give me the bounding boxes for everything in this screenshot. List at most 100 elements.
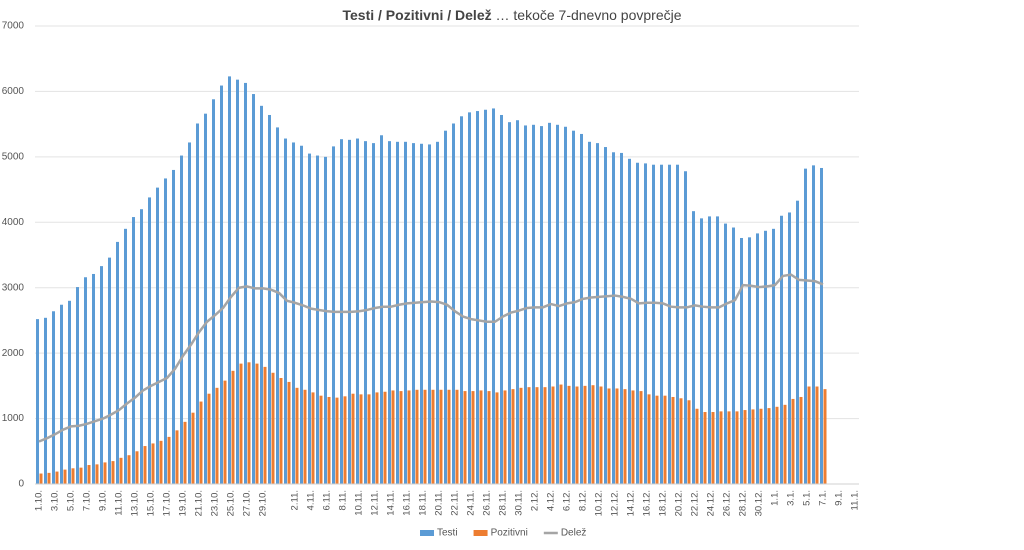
title-main: Testi / Pozitivni / Delež xyxy=(343,7,492,23)
bar xyxy=(671,396,675,484)
bar xyxy=(207,393,211,484)
bar xyxy=(180,155,183,484)
x-tick-label: 18.11. xyxy=(418,490,429,516)
bar xyxy=(36,319,39,484)
bar xyxy=(164,178,167,484)
bar xyxy=(759,408,763,484)
bar xyxy=(660,164,663,485)
x-tick-label: 24.11. xyxy=(466,490,477,516)
bar xyxy=(812,165,815,484)
bar xyxy=(652,164,655,485)
bar xyxy=(799,396,803,484)
bar xyxy=(780,215,783,484)
x-tick-label: 9.10. xyxy=(98,490,109,511)
bar xyxy=(292,142,295,484)
bar xyxy=(692,211,695,485)
bar xyxy=(487,391,491,484)
bar xyxy=(332,146,335,485)
bar xyxy=(772,228,775,484)
x-tick-label: 21.10. xyxy=(194,490,205,516)
x-tick-label: 7.10. xyxy=(82,490,93,511)
x-tick-label: 28.11. xyxy=(498,490,509,516)
bar xyxy=(580,133,583,484)
x-tick-label: 22.11. xyxy=(450,490,461,516)
x-tick-label: 18.12. xyxy=(658,490,669,516)
bar xyxy=(364,141,367,484)
bar xyxy=(172,169,175,484)
bar xyxy=(743,410,747,484)
bar xyxy=(68,300,71,484)
bar xyxy=(396,141,399,484)
bar xyxy=(615,388,619,484)
bar xyxy=(508,122,511,485)
x-tick-label: 23.10. xyxy=(210,490,221,516)
bar xyxy=(319,395,323,484)
bar xyxy=(540,126,543,484)
bar xyxy=(375,392,379,484)
bar xyxy=(87,465,91,484)
y-tick-label: 7000 xyxy=(2,21,25,32)
bar xyxy=(663,395,667,484)
x-tick-label: 14.12. xyxy=(626,490,637,516)
bar xyxy=(47,472,51,484)
bar xyxy=(436,141,439,484)
bar xyxy=(695,408,699,484)
x-tick-label: 15.10. xyxy=(146,490,157,516)
bar xyxy=(415,389,419,484)
bar xyxy=(476,111,479,485)
bar xyxy=(156,187,159,484)
bar xyxy=(431,389,435,484)
bar xyxy=(52,311,55,484)
x-tick-label: 27.10. xyxy=(242,490,253,516)
bar xyxy=(460,116,463,484)
bar xyxy=(748,237,751,484)
bar xyxy=(719,411,723,484)
bar xyxy=(559,384,563,484)
x-tick-label: 4.11. xyxy=(306,490,317,510)
bar xyxy=(140,209,143,484)
bar xyxy=(596,143,599,485)
bar xyxy=(191,412,195,484)
bar xyxy=(503,390,507,484)
bar xyxy=(599,386,603,484)
bar xyxy=(383,391,387,484)
bar xyxy=(492,108,495,484)
bar xyxy=(407,390,411,484)
legend-label: Pozitivni xyxy=(491,528,528,539)
bar xyxy=(135,451,139,484)
bar xyxy=(647,394,651,484)
bar xyxy=(412,143,415,485)
x-tick-label: 26.12. xyxy=(722,490,733,516)
bar xyxy=(420,143,423,484)
bar xyxy=(167,436,171,484)
bar xyxy=(655,395,659,484)
x-tick-label: 19.10. xyxy=(178,490,189,516)
x-tick-label: 12.11. xyxy=(370,490,381,516)
bar xyxy=(740,237,743,484)
bar xyxy=(764,230,767,484)
x-tick-label: 16.11. xyxy=(402,490,413,516)
bar xyxy=(303,389,307,484)
bar xyxy=(783,404,787,484)
bar xyxy=(60,304,63,484)
y-tick-label: 5000 xyxy=(2,151,25,162)
x-tick-label: 17.10. xyxy=(162,490,173,516)
bar xyxy=(263,366,267,484)
bar xyxy=(367,394,371,484)
bar xyxy=(455,389,459,484)
bar xyxy=(111,461,115,484)
bar xyxy=(284,138,287,484)
bar xyxy=(583,385,587,484)
bar xyxy=(519,387,523,484)
bar xyxy=(644,163,647,484)
bar xyxy=(796,200,799,485)
x-tick-label: 1.10. xyxy=(34,490,45,511)
bar xyxy=(228,76,231,484)
bar xyxy=(543,387,547,484)
bar xyxy=(84,277,87,484)
bar xyxy=(175,430,179,484)
bar xyxy=(823,389,827,484)
bar xyxy=(724,223,727,484)
bar xyxy=(468,112,471,484)
